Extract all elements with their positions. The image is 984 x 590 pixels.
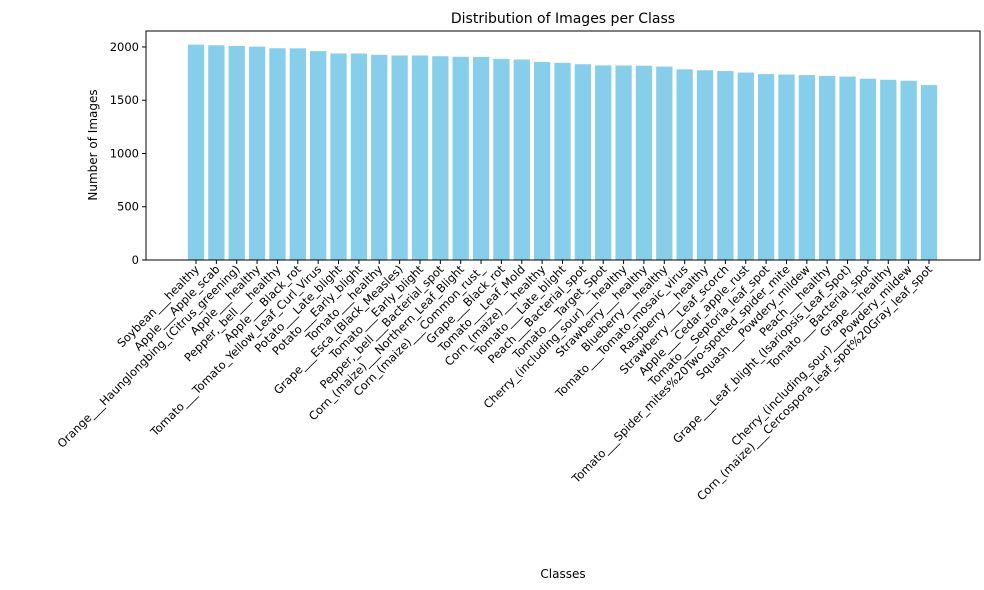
bar	[452, 56, 469, 260]
chart-title: Distribution of Images per Class	[451, 11, 675, 27]
y-tick-label: 2000	[110, 40, 139, 54]
bar	[187, 44, 205, 260]
bar	[248, 46, 266, 260]
bar	[350, 53, 368, 260]
plot-frame	[145, 30, 981, 261]
bar	[411, 55, 429, 260]
bar	[533, 61, 551, 260]
bars-group	[187, 44, 938, 261]
bar	[900, 80, 917, 261]
bar	[432, 56, 449, 260]
bar	[757, 74, 775, 260]
bar	[696, 70, 714, 260]
bar	[371, 54, 388, 260]
bar	[472, 56, 490, 260]
bar	[737, 72, 754, 260]
bar	[269, 48, 286, 260]
bar	[859, 78, 877, 260]
bar	[656, 66, 673, 260]
bar	[676, 69, 693, 260]
bar	[228, 45, 245, 260]
bar	[798, 75, 815, 260]
bar	[717, 71, 734, 260]
bar	[819, 75, 836, 260]
x-axis-label: Classes	[540, 567, 585, 581]
bar	[839, 76, 856, 260]
bar	[778, 74, 795, 260]
y-tick-label: 1000	[110, 146, 139, 160]
bar	[635, 65, 653, 260]
y-tick-label: 0	[132, 253, 139, 267]
x-axis: Soybean___healthyApple___Apple_scabOrang…	[54, 260, 935, 503]
bar	[554, 62, 571, 260]
y-axis: 0 500 1000 1500 2000	[110, 40, 146, 267]
bar	[330, 53, 347, 260]
y-tick-label: 1500	[110, 93, 139, 107]
bar	[920, 85, 938, 260]
y-axis-label: Number of Images	[86, 89, 100, 200]
bar	[574, 64, 592, 260]
bar	[391, 55, 408, 260]
x-tick-label: Orange___Haunglongbing_(Citrus_greening)	[54, 262, 242, 450]
bar	[289, 48, 306, 260]
y-tick-label: 500	[117, 200, 139, 214]
bar	[615, 65, 632, 260]
bar	[493, 58, 510, 260]
bar	[595, 65, 612, 261]
bar	[208, 45, 225, 260]
bar	[513, 59, 530, 260]
bar	[310, 51, 327, 260]
bar	[880, 79, 897, 260]
